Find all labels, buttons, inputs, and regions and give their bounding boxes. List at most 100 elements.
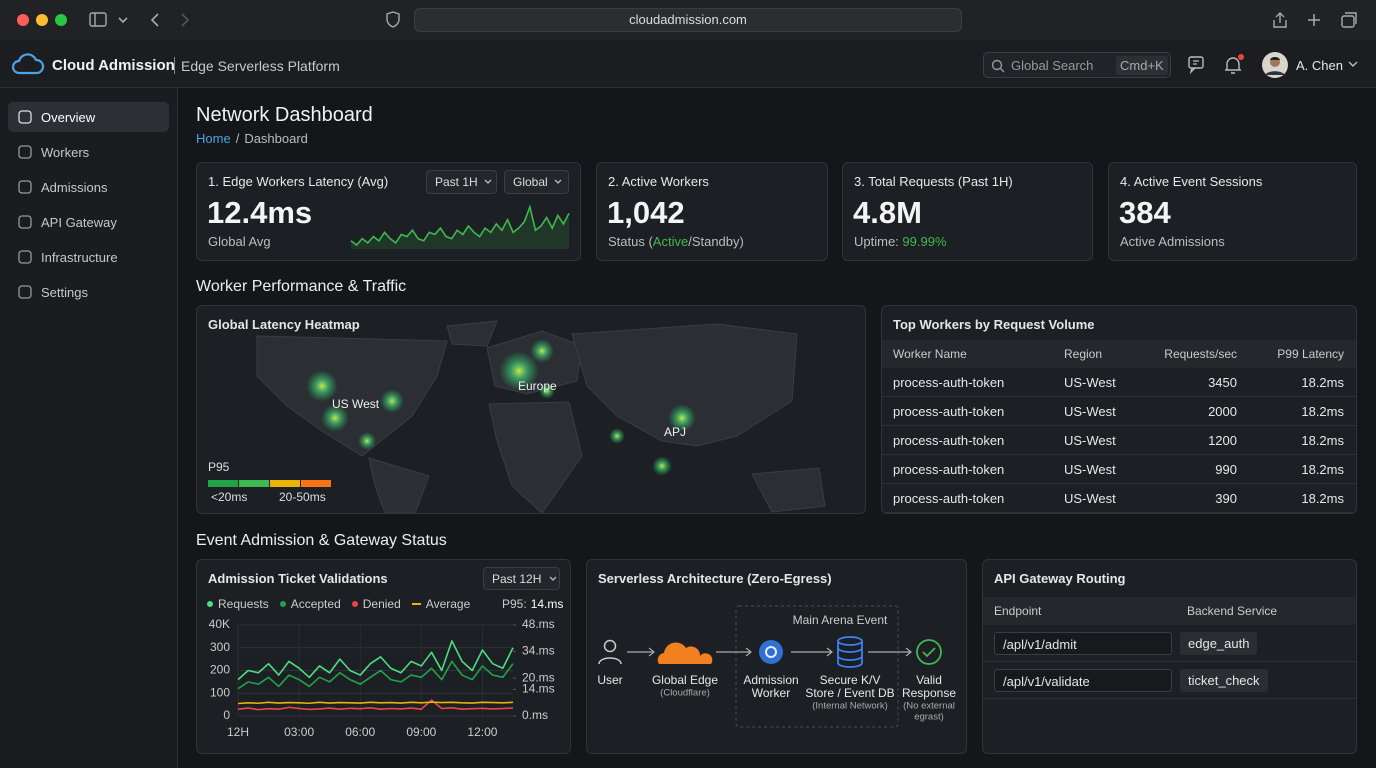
legend-marker xyxy=(207,601,213,607)
nav-icon xyxy=(18,110,32,124)
node-sublabel: (No external xyxy=(903,701,955,712)
table-cell: 2000 xyxy=(1208,404,1237,419)
node-label: Secure K/V xyxy=(820,673,881,687)
close-dot[interactable] xyxy=(17,14,29,26)
legend-item: Requests xyxy=(207,597,269,611)
continent xyxy=(446,320,498,347)
user-chevron[interactable] xyxy=(1348,61,1358,69)
row-divider xyxy=(983,698,1356,699)
max-dot[interactable] xyxy=(55,14,67,26)
search-box[interactable]: Global Search Cmd+K xyxy=(983,52,1171,78)
product-name: Edge Serverless Platform xyxy=(181,58,340,74)
endpoint-field[interactable]: /apl/v1/validate xyxy=(994,669,1172,692)
endpoint-field[interactable]: /apl/v1/admit xyxy=(994,632,1172,655)
section-title: Worker Performance & Traffic xyxy=(196,278,407,295)
min-dot[interactable] xyxy=(36,14,48,26)
avatar[interactable] xyxy=(1261,51,1289,79)
column-header: Endpoint xyxy=(994,604,1042,618)
filter-button[interactable]: Past 12H xyxy=(483,567,560,590)
kpi-caption-part: Active xyxy=(652,234,689,249)
legend-label: Requests xyxy=(218,597,269,611)
db-icon xyxy=(837,636,863,646)
breadcrumb-item: Dashboard xyxy=(244,131,308,146)
row-divider xyxy=(882,425,1356,426)
node-sublabel: egrast) xyxy=(914,712,944,723)
card-title: Admission Ticket Validations xyxy=(208,571,388,586)
section-title: Event Admission & Gateway Status xyxy=(196,532,447,549)
table-cell: US-West xyxy=(1064,375,1116,390)
node-label: Admission xyxy=(743,673,798,687)
column-header: Backend Service xyxy=(1187,604,1278,618)
filter-button[interactable]: Global xyxy=(504,170,569,194)
nav-label[interactable]: Admissions xyxy=(41,180,108,195)
card-title: API Gateway Routing xyxy=(994,571,1126,586)
nav-item[interactable]: Infrastructure xyxy=(8,242,169,272)
brand-divider xyxy=(174,57,175,74)
card-title: Global Latency Heatmap xyxy=(208,317,360,332)
nav-item[interactable]: API Gateway xyxy=(8,207,169,237)
sparkline-area xyxy=(351,207,569,249)
browser-actions[interactable] xyxy=(1270,10,1370,30)
table-cell: process-auth-token xyxy=(893,462,1005,477)
breadcrumb-separator: / xyxy=(235,131,240,146)
nav-item[interactable]: Workers xyxy=(8,137,169,167)
url-bar[interactable]: cloudadmission.com xyxy=(414,8,962,32)
admission-card: Admission Ticket Validations Past 12H Requ… xyxy=(196,559,571,754)
nav-label[interactable]: Overview xyxy=(41,110,96,125)
search-icon xyxy=(991,59,1005,73)
nav-icon xyxy=(18,145,32,159)
heat-glow xyxy=(652,456,672,476)
column-header: Requests/sec xyxy=(1164,347,1237,361)
y2-tick-label: 48.ms xyxy=(522,617,555,631)
x-tick-label: 12H xyxy=(227,725,249,739)
nav-icon-shape xyxy=(18,250,32,264)
nav-label[interactable]: Workers xyxy=(41,145,90,160)
nav-label[interactable]: API Gateway xyxy=(41,215,117,230)
row-divider xyxy=(882,483,1356,484)
heat-glow xyxy=(380,389,404,413)
filter-button[interactable]: Past 1H xyxy=(426,170,497,194)
service: ticket_check xyxy=(1188,673,1260,688)
kpi-card: 2. Active Workers 1,042 Status (Active/Sta… xyxy=(596,162,828,261)
kpi-caption: Status (Active/Standby) xyxy=(608,234,744,249)
region-label: US West xyxy=(332,397,380,411)
breadcrumb-item[interactable]: Home xyxy=(196,131,231,146)
heat-glow xyxy=(358,432,376,450)
breadcrumb: Home / Dashboard xyxy=(196,131,308,146)
nav-icon xyxy=(18,180,32,194)
header-icons[interactable] xyxy=(1186,54,1286,76)
chevron xyxy=(554,179,562,184)
chevron xyxy=(484,179,492,184)
nav-item[interactable]: Overview xyxy=(8,102,169,132)
user-name[interactable]: A. Chen xyxy=(1296,58,1343,73)
annotation: P95: 14.ms xyxy=(502,597,563,611)
nav-label[interactable]: Settings xyxy=(41,285,88,300)
nav-label[interactable]: Infrastructure xyxy=(41,250,118,265)
node-label: Global Edge xyxy=(652,673,718,687)
filter-chevron xyxy=(549,576,557,581)
legend-item: Denied xyxy=(351,597,401,611)
nav-icon-shape xyxy=(18,145,32,159)
table-cell: 990 xyxy=(1215,462,1237,477)
node-label: Response xyxy=(902,686,956,700)
kpi-card: 4. Active Event Sessions 384 Active Admiss… xyxy=(1108,162,1357,261)
kpi-caption-part: Status ( xyxy=(608,234,653,249)
nav-item[interactable]: Admissions xyxy=(8,172,169,202)
annotation-label: P95: xyxy=(502,597,527,611)
heatmap-card: Global Latency Heatmap US West Europe APJ P9… xyxy=(196,305,866,514)
nav-icon-shape xyxy=(18,180,32,194)
diagram: Main Arena Event User Global Edge(Cloudfla… xyxy=(597,605,956,728)
user-icon xyxy=(603,639,617,653)
table-header-bg xyxy=(882,340,1356,368)
legend-marker xyxy=(411,603,421,605)
y2-tick-label: 34.ms xyxy=(522,644,555,658)
filter-label: Past 12H xyxy=(492,571,542,586)
region-label: APJ xyxy=(664,425,686,439)
nav-item[interactable]: Settings xyxy=(8,277,169,307)
legend-swatch xyxy=(239,480,269,487)
check-icon xyxy=(916,639,942,665)
nav-icons[interactable] xyxy=(88,11,288,29)
